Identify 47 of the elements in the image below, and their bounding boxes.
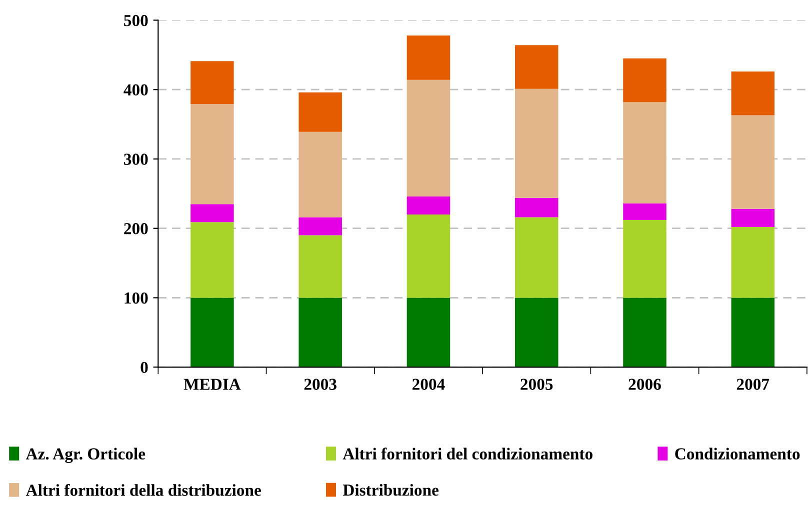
bar — [190, 61, 234, 104]
legend-label: Altri fornitori della distribuzione — [26, 484, 261, 496]
bar — [514, 298, 558, 368]
bar — [406, 214, 450, 298]
y-tick-label: 0 — [140, 362, 148, 374]
bar — [623, 203, 666, 220]
legend-label: Az. Agr. Orticole — [26, 448, 146, 464]
bar — [514, 88, 558, 198]
y-tick-label: 200 — [124, 223, 148, 234]
y-tick-label: 400 — [124, 84, 148, 96]
bar — [514, 45, 558, 89]
bar — [731, 208, 775, 227]
x-tick-label: 2004 — [412, 378, 445, 390]
bar — [623, 102, 666, 204]
y-tick-label: 500 — [124, 14, 148, 26]
bar — [514, 198, 558, 218]
y-tick-label: 100 — [124, 292, 148, 304]
bar — [190, 204, 234, 222]
bar — [406, 196, 450, 214]
legend-label: Condizionamento — [675, 448, 800, 460]
bar — [298, 217, 342, 236]
bar — [623, 220, 666, 298]
legend-label: Distribuzione — [342, 484, 439, 496]
x-tick-label: 2007 — [736, 378, 770, 390]
bar — [623, 58, 666, 102]
bar — [514, 217, 558, 298]
bar — [406, 35, 450, 80]
x-tick-label: 2006 — [628, 378, 661, 390]
x-tick-label: MEDIA — [184, 378, 241, 390]
bar — [298, 298, 342, 368]
bar — [190, 298, 234, 368]
bar — [190, 104, 234, 204]
x-tick-label: 2005 — [520, 378, 553, 390]
bar — [623, 298, 666, 368]
y-tick-label: 300 — [124, 154, 148, 165]
bar — [731, 72, 775, 116]
bar — [731, 115, 775, 209]
legend-label: Altri fornitori del condizionamento — [342, 448, 592, 460]
bar — [731, 226, 775, 298]
bar — [731, 298, 775, 368]
bar — [406, 80, 450, 196]
bar — [298, 235, 342, 298]
x-tick-label: 2003 — [304, 378, 336, 390]
bar — [406, 298, 450, 368]
bar — [298, 132, 342, 218]
bar — [298, 92, 342, 132]
bar — [190, 222, 234, 298]
